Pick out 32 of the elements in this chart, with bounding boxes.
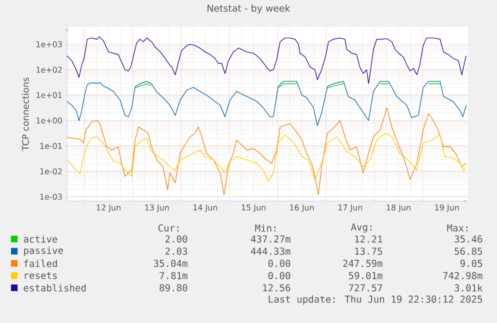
legend-label: resets <box>24 272 57 280</box>
text: 7.81m <box>160 272 188 280</box>
text: Max: <box>447 224 468 232</box>
text: 2.03 <box>165 248 188 255</box>
text: 3.01k <box>454 284 483 292</box>
text: 742.98m <box>443 272 482 280</box>
text: 247.59m <box>343 260 382 268</box>
text: 9.05 <box>460 260 482 268</box>
text: 444.33m <box>250 248 290 255</box>
text: 12.56 <box>263 284 290 292</box>
text: 2.00 <box>165 235 188 243</box>
text: 0.00 <box>268 272 290 280</box>
text: Avg: <box>350 223 372 233</box>
text: Last update: Thu Jun 19 22:30:12 2025 <box>268 295 482 305</box>
text: Cur: <box>158 224 178 232</box>
text: 56.85 <box>454 248 482 255</box>
text: 13.75 <box>355 248 382 255</box>
text: 89.80 <box>160 284 188 292</box>
legend-label: active <box>24 235 58 243</box>
text: 727.57 <box>348 284 382 292</box>
legend-label: established <box>24 284 86 292</box>
chart-title: Netstat - by week <box>208 4 290 14</box>
legend-label: failed <box>24 260 57 268</box>
y-axis-title: TCP connections <box>22 78 29 151</box>
legend-label: passive <box>24 246 63 256</box>
text: 0.00 <box>268 260 290 268</box>
text: 35.46 <box>454 235 482 243</box>
text: 35.04m <box>154 260 188 268</box>
text: 12.21 <box>355 235 382 243</box>
text: 437.27m <box>250 235 290 243</box>
text: Min: <box>255 224 276 232</box>
text: 59.01m <box>348 272 382 280</box>
